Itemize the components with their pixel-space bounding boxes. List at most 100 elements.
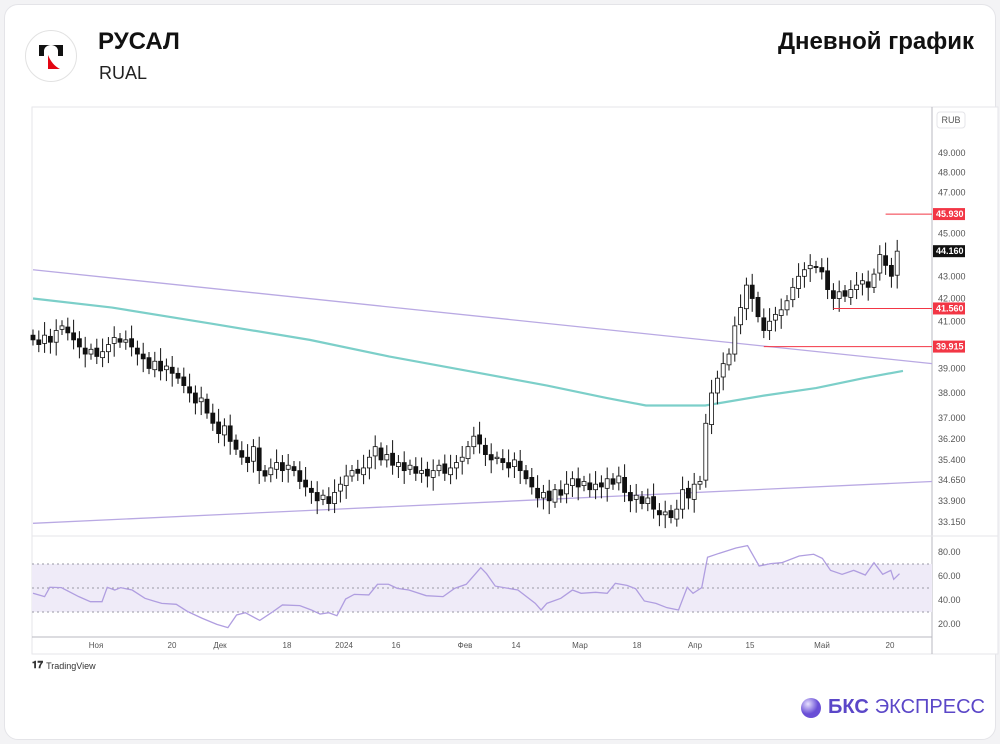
candle	[622, 464, 627, 502]
price-tick-label: 49.000	[938, 148, 966, 158]
tradingview-icon: 𝟏𝟕	[32, 660, 44, 671]
price-level-label: 39.915	[936, 342, 964, 352]
candle	[715, 370, 720, 405]
candle-body	[883, 255, 888, 266]
candle	[854, 272, 859, 300]
candle-body	[587, 482, 593, 491]
candle	[65, 317, 71, 341]
candle	[541, 484, 546, 510]
candle	[726, 348, 732, 371]
candle-body	[836, 291, 842, 299]
candle-body	[77, 338, 82, 348]
candle-body	[494, 456, 500, 459]
rusal-logo	[25, 30, 77, 82]
price-tick-label: 39.000	[938, 363, 966, 373]
candle	[36, 330, 42, 353]
candle	[175, 367, 181, 384]
rusal-logo-icon	[39, 45, 63, 69]
candle	[662, 500, 668, 529]
candle-body	[459, 456, 465, 462]
candle-body	[535, 487, 540, 499]
candle	[761, 308, 767, 339]
candle-body	[355, 468, 361, 474]
last-price-label: 44.160	[936, 246, 964, 256]
price-tick-label: 43.000	[938, 271, 966, 281]
candle	[42, 322, 47, 353]
candle-body	[320, 494, 326, 500]
candle-body	[778, 309, 784, 316]
candle	[720, 352, 726, 391]
candle-body	[262, 470, 268, 477]
candle	[744, 277, 749, 321]
currency-button[interactable]	[936, 111, 966, 129]
candle-body	[877, 254, 883, 274]
time-axis-label: Апр	[688, 641, 703, 650]
rsi-tick-label: 20.00	[938, 619, 961, 629]
candle-body	[106, 344, 111, 353]
candle	[163, 358, 169, 382]
candle-body	[175, 372, 181, 379]
candle-body	[529, 476, 535, 488]
candle	[233, 434, 239, 455]
time-axis-label: Ноя	[89, 641, 104, 650]
candle-body	[100, 351, 105, 359]
candle-body	[854, 284, 859, 290]
candle	[599, 475, 604, 499]
candle-body	[796, 275, 801, 289]
candle	[366, 449, 372, 480]
price-level-badge	[933, 340, 965, 353]
candle-body	[291, 466, 297, 472]
candle-body	[30, 334, 36, 341]
candle	[430, 459, 436, 491]
candle	[239, 441, 245, 465]
candle-body	[407, 464, 413, 470]
candle-body	[419, 470, 425, 474]
candle-body	[564, 483, 569, 495]
candle	[570, 471, 575, 497]
candle-body	[192, 392, 198, 404]
price-tick-label: 41.000	[938, 316, 966, 326]
price-level-label: 41.560	[936, 303, 964, 313]
candle-body	[889, 264, 894, 277]
candle-body	[471, 435, 477, 448]
candle-body	[703, 422, 709, 481]
time-axis-label: 16	[392, 641, 401, 650]
tradingview-attribution[interactable]: 𝟏𝟕 TradingView	[32, 660, 96, 671]
candle-body	[424, 468, 430, 477]
candle	[129, 325, 135, 357]
candle	[71, 319, 76, 350]
candle-body	[163, 365, 169, 371]
candle-body	[111, 337, 117, 344]
candle	[297, 461, 303, 490]
time-axis-label: Фев	[458, 641, 473, 650]
candle	[639, 490, 645, 510]
candle-body	[279, 462, 285, 472]
candle	[482, 437, 488, 466]
candle	[512, 452, 517, 478]
candle-body	[303, 479, 309, 488]
candle	[465, 441, 471, 465]
candle	[802, 262, 807, 288]
candle-body	[36, 339, 42, 345]
candle	[140, 342, 146, 373]
candle-body	[680, 489, 685, 510]
candle	[285, 453, 291, 483]
candle	[459, 445, 465, 475]
candle-body	[187, 386, 193, 394]
price-tick-label: 35.400	[938, 455, 966, 465]
candle-body	[802, 269, 807, 277]
candle	[825, 257, 830, 300]
candle-body	[610, 478, 616, 485]
candle	[680, 476, 685, 519]
candle	[860, 273, 865, 296]
candle-body	[790, 286, 796, 301]
candle	[842, 285, 848, 302]
candle	[697, 475, 703, 490]
candle	[686, 480, 691, 510]
candle-body	[453, 462, 459, 469]
candle	[587, 473, 593, 498]
candle-body	[784, 300, 790, 311]
candle-body	[517, 460, 523, 472]
candle	[889, 257, 894, 288]
